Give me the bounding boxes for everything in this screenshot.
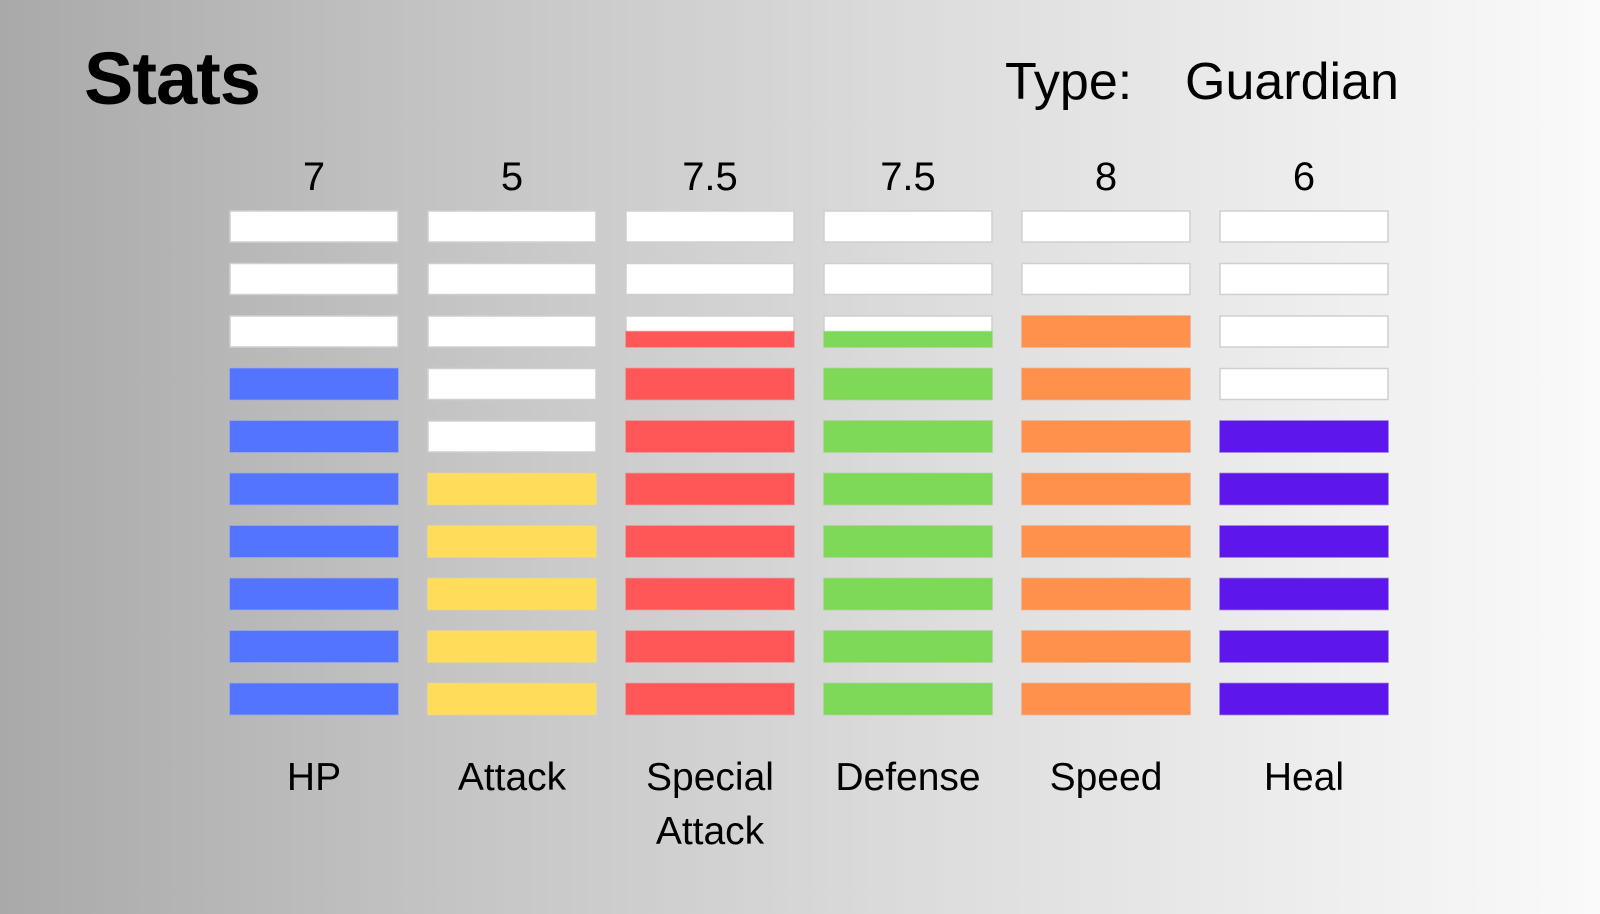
segment-filled (823, 525, 993, 558)
category-label-line: Speed (1049, 756, 1163, 799)
segment-filled (1021, 315, 1191, 348)
type-value: Guardian (1185, 53, 1399, 111)
bar-speed (1021, 210, 1191, 716)
category-label-line: Attack (655, 810, 765, 853)
segment-filled (625, 682, 795, 716)
segment-empty (1219, 367, 1389, 401)
value-label: 7 (303, 155, 325, 199)
category-label-line: Special (646, 756, 774, 799)
category-label-special-attack: Special Attack (610, 751, 810, 859)
value-label: 5 (501, 155, 523, 199)
segment-filled (1021, 525, 1191, 558)
segment-filled (1021, 577, 1191, 611)
segment-filled (229, 577, 399, 611)
bar-hp (229, 210, 399, 716)
segment-empty (823, 210, 993, 243)
value-label: 6 (1293, 155, 1315, 199)
segment-filled (1219, 682, 1389, 716)
segment-filled (625, 577, 795, 611)
segment-filled (625, 472, 795, 506)
category-label-line: HP (286, 756, 342, 799)
segment-filled (229, 420, 399, 453)
segment-empty (427, 420, 597, 453)
segment-empty (229, 262, 399, 296)
segment-filled (229, 630, 399, 663)
category-label-line: Defense (835, 756, 981, 799)
segment-empty (625, 210, 795, 243)
segment-filled (823, 472, 993, 506)
category-label-attack: Attack (412, 751, 612, 805)
value-label: 7.5 (682, 155, 738, 199)
segment-filled (427, 525, 597, 558)
segment-filled (1219, 472, 1389, 506)
segment-filled (427, 577, 597, 611)
segment-empty (427, 367, 597, 401)
bar-defense (823, 210, 993, 716)
category-label-line: Heal (1263, 756, 1345, 799)
segment-filled (823, 630, 993, 663)
segment-empty (427, 210, 597, 243)
segment-filled (1219, 525, 1389, 558)
category-label-hp: HP (214, 751, 414, 805)
segment-filled (1219, 577, 1389, 611)
segment-filled (229, 472, 399, 506)
segment-empty (427, 262, 597, 296)
segment-filled (427, 630, 597, 663)
value-label: 7.5 (880, 155, 936, 199)
segment-filled (823, 577, 993, 611)
bar-attack (427, 210, 597, 716)
segment-filled (1219, 630, 1389, 663)
segment-filled (229, 367, 399, 401)
segment-filled (625, 330, 795, 348)
segment-filled (823, 367, 993, 401)
value-label: 8 (1095, 155, 1117, 199)
category-label-heal: Heal (1204, 751, 1404, 805)
segment-empty (229, 210, 399, 243)
segment-filled (625, 420, 795, 453)
segment-filled (625, 630, 795, 663)
segment-empty (1219, 210, 1389, 243)
segment-empty (1021, 210, 1191, 243)
category-label-speed: Speed (1006, 751, 1206, 805)
category-label-line: Attack (457, 756, 567, 799)
segment-filled (823, 420, 993, 453)
category-label-defense: Defense (808, 751, 1008, 805)
segment-filled (1021, 630, 1191, 663)
segment-empty (229, 315, 399, 348)
type-label: Type: (1005, 53, 1133, 111)
segment-filled (1021, 367, 1191, 401)
segment-filled (229, 682, 399, 716)
segment-empty (427, 315, 597, 348)
segment-filled (625, 525, 795, 558)
page-title: Stats (84, 37, 261, 120)
segment-empty (625, 262, 795, 296)
segment-filled (427, 682, 597, 716)
segment-filled (823, 330, 993, 348)
segment-empty (823, 262, 993, 296)
segment-filled (625, 367, 795, 401)
segment-filled (1021, 472, 1191, 506)
segment-filled (427, 472, 597, 506)
segment-filled (1021, 420, 1191, 453)
bar-special-attack (625, 210, 795, 716)
segment-filled (1021, 682, 1191, 716)
segment-filled (1219, 420, 1389, 453)
segment-filled (823, 682, 993, 716)
segment-empty (1219, 262, 1389, 296)
segment-empty (1219, 315, 1389, 348)
segment-filled (229, 525, 399, 558)
bar-heal (1219, 210, 1389, 716)
segment-empty (1021, 262, 1191, 296)
